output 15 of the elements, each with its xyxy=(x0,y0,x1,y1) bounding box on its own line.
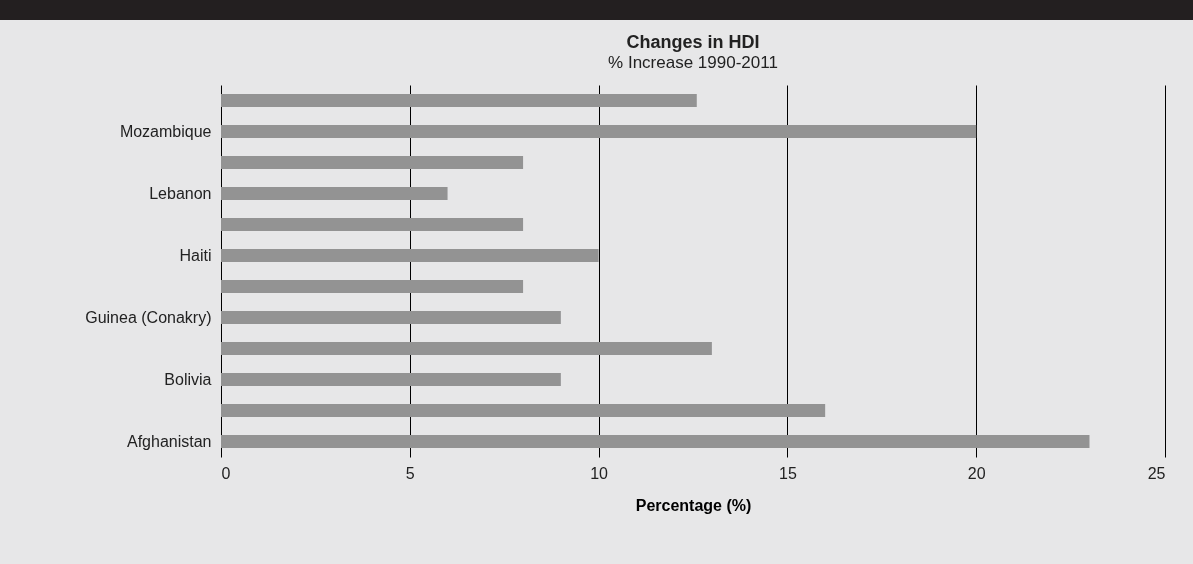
x-tick-label: 25 xyxy=(1147,464,1166,482)
y-tick-label: Lebanon xyxy=(149,184,212,202)
y-tick-label: Bolivia xyxy=(164,370,212,388)
x-axis-title: Percentage (%) xyxy=(635,496,752,514)
y-tick-label: Guinea (Conakry) xyxy=(85,308,212,326)
y-tick-label: Haiti xyxy=(179,246,212,264)
y-tick-label: Afghanistan xyxy=(126,432,212,450)
x-tick-label: 15 xyxy=(779,464,797,482)
x-tick-label: 20 xyxy=(967,464,986,482)
x-tick-label: 5 xyxy=(405,464,415,482)
x-tick-label: 0 xyxy=(221,464,231,482)
chart-title: Changes in HDI xyxy=(626,32,760,52)
chart-subtitle: % Increase 1990-2011 xyxy=(608,53,778,72)
y-tick-label: Mozambique xyxy=(119,122,212,140)
x-tick-label: 10 xyxy=(590,464,609,482)
